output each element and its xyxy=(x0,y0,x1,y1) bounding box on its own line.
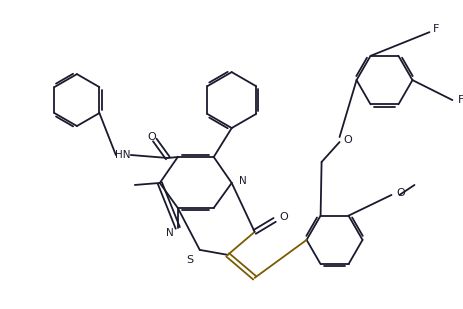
Text: F: F xyxy=(432,24,438,34)
Text: O: O xyxy=(396,188,404,198)
Text: S: S xyxy=(186,255,194,265)
Text: O: O xyxy=(279,212,288,222)
Text: HN: HN xyxy=(115,150,130,160)
Text: N: N xyxy=(166,228,174,238)
Text: O: O xyxy=(343,135,351,145)
Text: O: O xyxy=(147,132,156,142)
Text: F: F xyxy=(457,95,463,105)
Text: N: N xyxy=(238,176,246,186)
